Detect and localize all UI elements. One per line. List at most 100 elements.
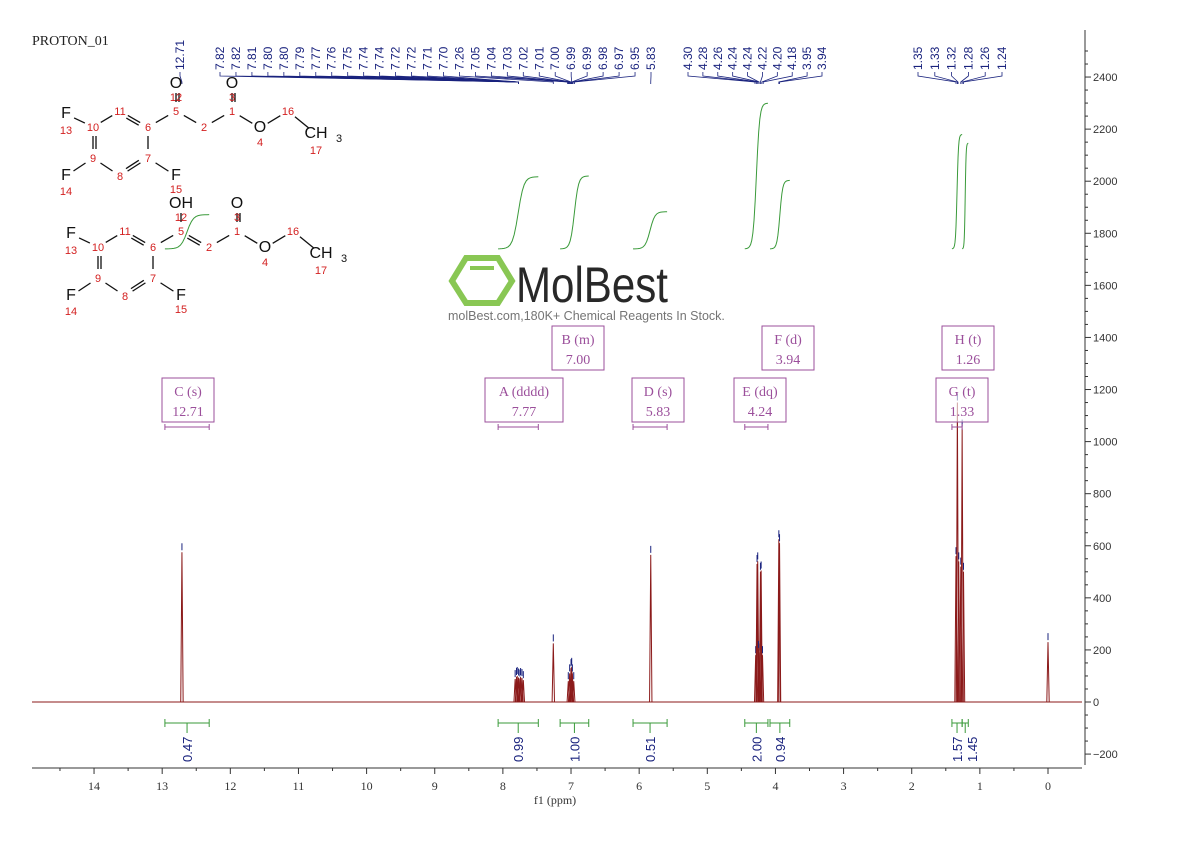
integral-value: 0.51 (643, 737, 658, 762)
atom-label: O (170, 75, 182, 92)
peak-label-connector (717, 72, 759, 84)
x-tick-label: 0 (1045, 779, 1051, 793)
x-tick-label: 6 (636, 779, 642, 793)
bond (105, 235, 118, 243)
multiplet-shift: 12.71 (172, 405, 204, 420)
peak-label: 4.22 (755, 46, 769, 70)
multiplet-label: C (s) (174, 385, 202, 400)
peak-label-connector (443, 72, 519, 84)
peak-label: 4.30 (681, 46, 695, 70)
x-axis-label: f1 (ppm) (534, 793, 576, 807)
atom-label: 15 (170, 184, 182, 196)
atom-label: 11 (119, 226, 130, 238)
bond (105, 282, 118, 292)
peak-label-connector (571, 72, 588, 84)
atom-label: 3 (229, 92, 235, 104)
multiplet-box: C (s) 12.71 (161, 377, 215, 430)
x-tick-label: 2 (909, 779, 915, 793)
multiplet-shift: 1.26 (956, 353, 981, 368)
multiplet-shift: 5.83 (646, 405, 671, 420)
atom-label: 3 (341, 253, 347, 265)
atom-label: F (61, 167, 71, 184)
peak-label: 4.26 (711, 46, 725, 70)
bond (239, 115, 253, 124)
multiplet-frame (935, 377, 989, 423)
multiplet-frame (551, 325, 605, 371)
peak-label-connector (475, 72, 569, 84)
peak-label: 4.18 (785, 46, 799, 70)
y-tick-label: 800 (1093, 489, 1111, 501)
atom-label: 14 (60, 186, 72, 198)
integral-curve (744, 102, 769, 250)
atom-label: F (171, 167, 181, 184)
multiplet-label: D (s) (644, 385, 673, 400)
integral-curve (633, 211, 668, 250)
peak-label-connector (761, 72, 778, 84)
peak-label: 1.35 (911, 46, 925, 70)
integral-curve (498, 176, 539, 250)
atom-label: 2 (206, 242, 212, 254)
integral-value: 2.00 (749, 737, 764, 762)
bond (132, 282, 146, 292)
spectrum-peak (961, 571, 966, 703)
peak-label: 6.97 (612, 46, 626, 70)
peak-label: 1.24 (995, 46, 1009, 70)
y-tick-label: 1400 (1093, 332, 1117, 344)
atom-label: 7 (145, 153, 151, 165)
multiplet-box: G (t) 1.33 (935, 377, 989, 430)
peak-label: 7.26 (452, 46, 466, 70)
multiplet-shift: 4.24 (748, 405, 773, 420)
spectrum-peak (572, 681, 576, 703)
y-tick-label: 200 (1093, 645, 1111, 657)
peak-label: 7.80 (277, 46, 291, 70)
watermark-tagline: molBest.com,180K+ Chemical Reagents In S… (448, 309, 725, 323)
integral-value: 1.00 (567, 737, 582, 762)
x-tick-label: 14 (88, 779, 100, 793)
atom-label: OH (169, 195, 193, 212)
peak-label-connector (522, 72, 571, 84)
peak-label: 1.26 (978, 46, 992, 70)
atom-label: 11 (114, 106, 125, 118)
peak-label-connector (917, 72, 957, 84)
peak-label: 7.81 (245, 46, 259, 70)
peak-label: 6.98 (596, 46, 610, 70)
x-tick-label: 7 (568, 779, 574, 793)
bond (211, 114, 225, 124)
y-tick-label: −200 (1093, 749, 1118, 761)
atom-label: 17 (315, 265, 327, 277)
bond (160, 234, 174, 244)
bond (160, 282, 174, 292)
peak-label: 7.00 (548, 46, 562, 70)
spectrum-trace (32, 393, 1082, 703)
y-tick-label: 1000 (1093, 437, 1117, 449)
atom-label: 16 (282, 106, 294, 118)
multiplet-label: B (m) (561, 333, 594, 348)
bond (244, 235, 258, 244)
peak-label: 6.95 (628, 46, 642, 70)
peak-label-connector (760, 72, 763, 84)
multiplet-box: D (s) 5.83 (631, 377, 685, 430)
watermark: MolBest molBest.com,180K+ Chemical Reage… (448, 255, 725, 323)
y-tick-label: 2200 (1093, 124, 1117, 136)
y-tick-label: 600 (1093, 541, 1111, 553)
peak-label: 3.94 (815, 46, 829, 70)
bond-double (131, 237, 145, 246)
peak-label: 7.74 (357, 46, 371, 70)
atom-label: 17 (310, 145, 322, 157)
peak-label: 7.71 (421, 46, 435, 70)
peak-label-connector (779, 72, 823, 84)
x-tick-label: 8 (500, 779, 506, 793)
peak-label: 7.82 (213, 46, 227, 70)
atom-label: F (61, 105, 71, 122)
peak-label: 12.71 (173, 40, 187, 70)
bond (100, 162, 113, 172)
bond (73, 162, 86, 172)
atom-label: 16 (287, 226, 299, 238)
spectrum-peak (777, 539, 781, 703)
peak-label: 7.75 (341, 46, 355, 70)
peak-label: 7.79 (293, 46, 307, 70)
integral-value: 0.94 (773, 737, 788, 762)
peak-label: 4.20 (770, 46, 784, 70)
